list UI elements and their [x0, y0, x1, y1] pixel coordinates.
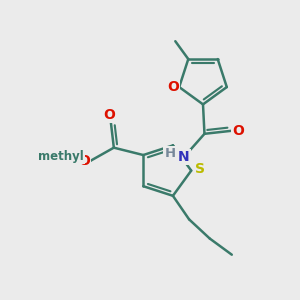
Text: N: N [178, 150, 190, 164]
Text: O: O [78, 154, 90, 168]
Text: O: O [103, 108, 116, 122]
Text: methyl: methyl [38, 150, 84, 163]
Text: S: S [195, 162, 205, 176]
Text: O: O [232, 124, 244, 138]
Text: O: O [167, 80, 179, 94]
Text: H: H [164, 147, 175, 160]
